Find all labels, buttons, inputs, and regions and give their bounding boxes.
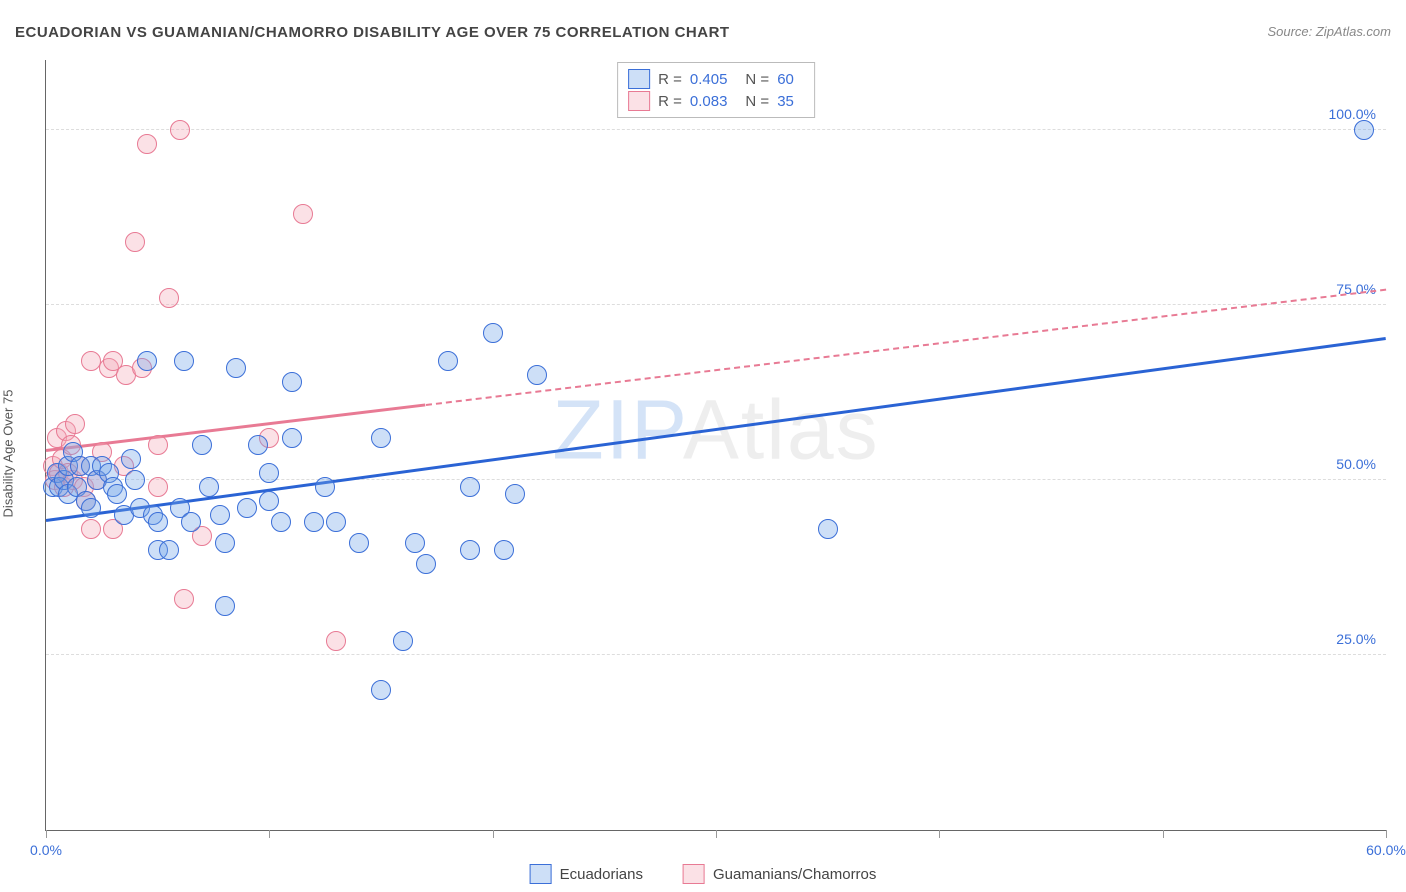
data-point xyxy=(438,351,458,371)
x-tick xyxy=(939,830,940,838)
data-point xyxy=(199,477,219,497)
x-tick xyxy=(269,830,270,838)
data-point xyxy=(326,512,346,532)
data-point xyxy=(460,477,480,497)
data-point xyxy=(181,512,201,532)
data-point xyxy=(282,428,302,448)
data-point xyxy=(121,449,141,469)
data-point xyxy=(237,498,257,518)
data-point xyxy=(137,351,157,371)
data-point xyxy=(393,631,413,651)
data-point xyxy=(259,491,279,511)
data-point xyxy=(315,477,335,497)
stats-legend-box: R = 0.405 N = 60 R = 0.083 N = 35 xyxy=(617,62,815,118)
data-point xyxy=(65,414,85,434)
data-point xyxy=(818,519,838,539)
data-point xyxy=(405,533,425,553)
x-tick-label: 60.0% xyxy=(1366,842,1406,858)
source-attribution: Source: ZipAtlas.com xyxy=(1267,24,1391,39)
data-point xyxy=(483,323,503,343)
data-point xyxy=(248,435,268,455)
data-point xyxy=(81,498,101,518)
data-point xyxy=(81,519,101,539)
data-point xyxy=(460,540,480,560)
data-point xyxy=(226,358,246,378)
data-point xyxy=(326,631,346,651)
data-point xyxy=(159,288,179,308)
swatch-ecuadorians xyxy=(530,864,552,884)
data-point xyxy=(137,134,157,154)
data-point xyxy=(170,120,190,140)
chart-title: ECUADORIAN VS GUAMANIAN/CHAMORRO DISABIL… xyxy=(15,24,730,41)
data-point xyxy=(192,435,212,455)
swatch-ecuadorians xyxy=(628,69,650,89)
data-point xyxy=(349,533,369,553)
x-tick xyxy=(1163,830,1164,838)
stats-row-ecuadorians: R = 0.405 N = 60 xyxy=(628,69,804,89)
legend-item-ecuadorians: Ecuadorians xyxy=(530,864,643,884)
data-point xyxy=(293,204,313,224)
data-point xyxy=(527,365,547,385)
gridline xyxy=(46,129,1386,130)
data-point xyxy=(271,512,291,532)
scatter-plot: ZIPAtlas R = 0.405 N = 60 R = 0.083 N = … xyxy=(45,60,1386,831)
data-point xyxy=(125,470,145,490)
x-tick xyxy=(46,830,47,838)
x-tick xyxy=(716,830,717,838)
data-point xyxy=(215,533,235,553)
data-point xyxy=(148,435,168,455)
x-tick xyxy=(1386,830,1387,838)
data-point xyxy=(494,540,514,560)
data-point xyxy=(174,351,194,371)
data-point xyxy=(125,232,145,252)
data-point xyxy=(259,463,279,483)
legend-item-guamanians: Guamanians/Chamorros xyxy=(683,864,876,884)
data-point xyxy=(304,512,324,532)
data-point xyxy=(505,484,525,504)
data-point xyxy=(215,596,235,616)
data-point xyxy=(107,484,127,504)
swatch-guamanians xyxy=(683,864,705,884)
gridline xyxy=(46,304,1386,305)
y-tick-label: 100.0% xyxy=(1329,106,1376,122)
data-point xyxy=(1354,120,1374,140)
swatch-guamanians xyxy=(628,91,650,111)
trend-line xyxy=(426,289,1387,406)
y-tick-label: 25.0% xyxy=(1336,631,1376,647)
data-point xyxy=(210,505,230,525)
data-point xyxy=(148,512,168,532)
data-point xyxy=(371,428,391,448)
y-axis-label: Disability Age Over 75 xyxy=(1,390,16,518)
trend-line xyxy=(46,337,1386,522)
bottom-legend: Ecuadorians Guamanians/Chamorros xyxy=(530,864,877,884)
y-tick-label: 50.0% xyxy=(1336,456,1376,472)
data-point xyxy=(282,372,302,392)
data-point xyxy=(371,680,391,700)
x-tick xyxy=(493,830,494,838)
gridline xyxy=(46,479,1386,480)
data-point xyxy=(159,540,179,560)
x-tick-label: 0.0% xyxy=(30,842,62,858)
data-point xyxy=(148,477,168,497)
data-point xyxy=(416,554,436,574)
gridline xyxy=(46,654,1386,655)
stats-row-guamanians: R = 0.083 N = 35 xyxy=(628,91,804,111)
data-point xyxy=(174,589,194,609)
